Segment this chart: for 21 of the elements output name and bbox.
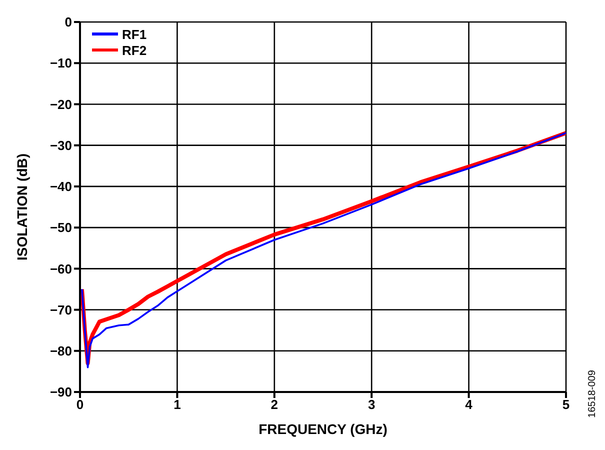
text: 16518-009	[587, 370, 598, 418]
y-tick-label: −70	[50, 302, 72, 318]
y-tick-label: −50	[50, 220, 72, 236]
y-tick-label: 0	[64, 14, 72, 30]
x-tick-label: 5	[562, 397, 570, 412]
y-tick-label: −40	[50, 179, 72, 194]
y-axis-title: ISOLATION (dB)	[14, 153, 30, 261]
y-tick-label: −80	[50, 344, 72, 359]
x-tick-label: 1	[174, 397, 181, 412]
x-tick-label: 4	[465, 397, 474, 412]
y-tick-label: −90	[50, 384, 72, 400]
x-axis-title: FREQUENCY (GHz)	[258, 421, 388, 437]
y-tick-label: −60	[50, 261, 72, 276]
legend-label: RF2	[122, 42, 147, 58]
x-tick-label: 2	[270, 397, 278, 412]
legend-label: RF1	[122, 26, 147, 42]
y-tick-label: −10	[50, 56, 72, 71]
y-tick-label: −30	[50, 138, 72, 153]
x-tick-label: 0	[76, 397, 84, 412]
x-tick-label: 3	[368, 397, 376, 412]
y-tick-label: −20	[50, 96, 72, 112]
